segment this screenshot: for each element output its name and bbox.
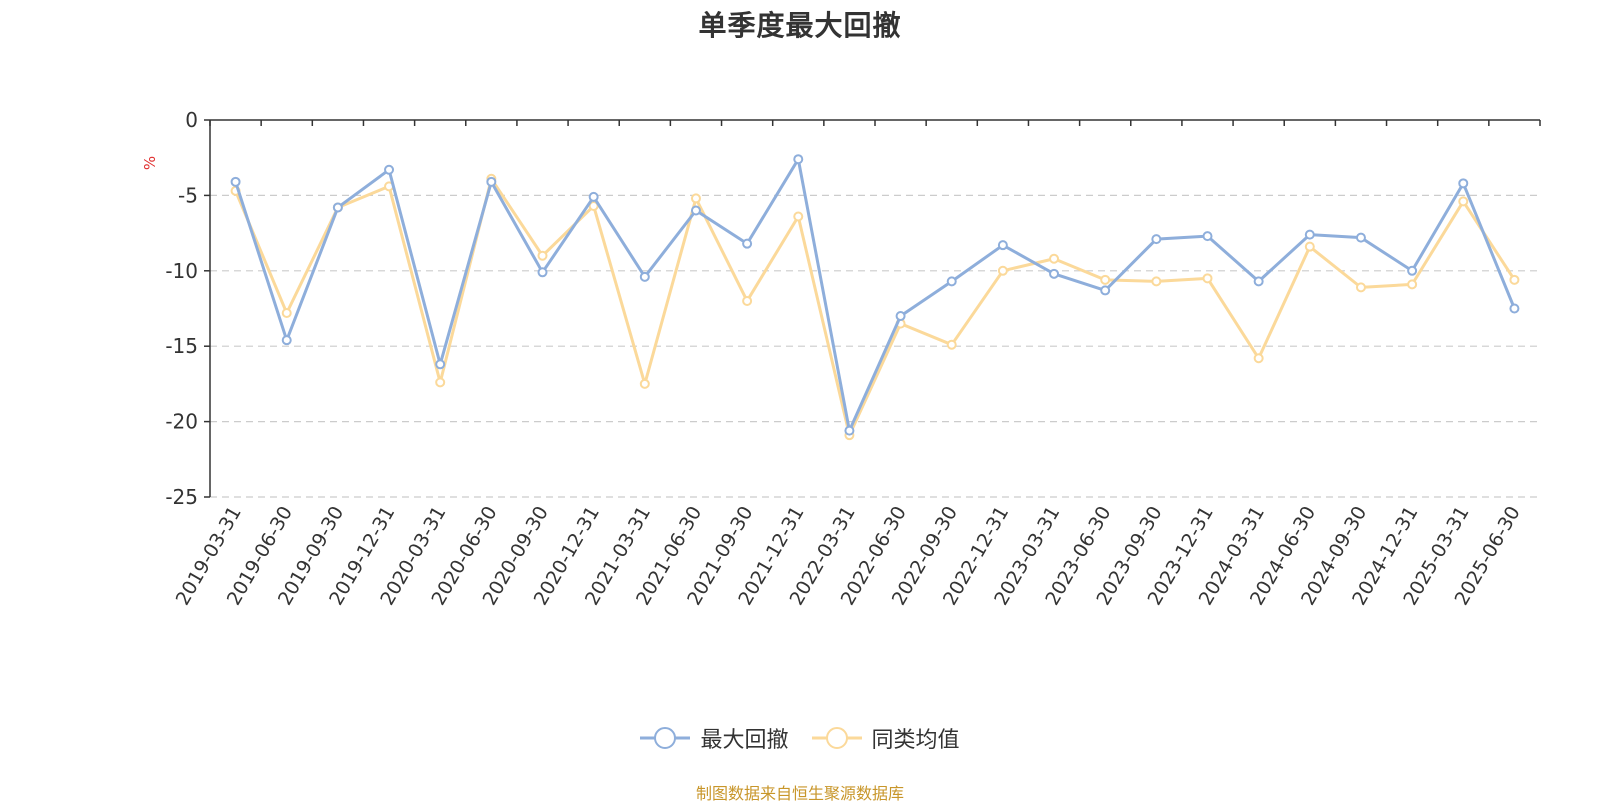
series-0-point-16 — [1049, 268, 1060, 279]
legend-item-series-1[interactable]: 同类均值 — [811, 722, 960, 754]
series-0-point-4 — [435, 359, 446, 370]
source-note: 制图数据来自恒生聚源数据库 — [695, 784, 904, 803]
series-1-point-24 — [1458, 196, 1469, 207]
series-0-point-24 — [1458, 178, 1469, 189]
series-1-point-23 — [1407, 279, 1418, 290]
series-1-point-14 — [946, 339, 957, 350]
series-0-point-23 — [1407, 265, 1418, 276]
series-1-point-16 — [1049, 253, 1060, 264]
series-0-point-22 — [1355, 232, 1366, 243]
series-0-point-11 — [793, 154, 804, 165]
series-0-point-1 — [281, 335, 292, 346]
series-0-point-7 — [588, 191, 599, 202]
series-0-point-17 — [1100, 285, 1111, 296]
series-0-point-5 — [486, 176, 497, 187]
series-1-point-15 — [997, 265, 1008, 276]
legend: 最大回撤 同类均值 — [0, 722, 1600, 758]
series-1-point-21 — [1304, 241, 1315, 252]
series-1-point-17 — [1100, 274, 1111, 285]
y-tick-label-5: -25 — [165, 485, 198, 509]
legend-label-series-0: 最大回撤 — [700, 728, 789, 753]
series-1-point-9 — [690, 193, 701, 204]
series-0-point-2 — [332, 202, 343, 213]
series-1-point-10 — [742, 295, 753, 306]
series-1-point-18 — [1151, 276, 1162, 287]
series-0-point-8 — [639, 271, 650, 282]
series-1-point-19 — [1202, 273, 1213, 284]
series-0-point-9 — [690, 205, 701, 216]
y-tick-label-4: -20 — [165, 410, 198, 434]
series-1-point-4 — [435, 377, 446, 388]
series-0-point-6 — [537, 267, 548, 278]
series-line-0 — [234, 157, 1516, 433]
series-1-point-8 — [639, 378, 650, 389]
series-0-point-20 — [1253, 276, 1264, 287]
y-tick-label-2: -10 — [165, 259, 198, 283]
series-1-point-7 — [588, 200, 599, 211]
y-tick-label-3: -15 — [165, 334, 198, 358]
legend-swatch-series-0 — [640, 727, 691, 749]
series-line-1 — [234, 177, 1516, 437]
y-axis-label: % — [141, 156, 159, 170]
series-0-point-19 — [1202, 231, 1213, 242]
series-1-point-1 — [281, 308, 292, 319]
legend-label-series-1: 同类均值 — [871, 728, 960, 753]
series-0-point-3 — [384, 164, 395, 175]
series-1-point-25 — [1509, 274, 1520, 285]
legend-item-series-0[interactable]: 最大回撤 — [640, 722, 789, 754]
y-tick-label-0: 0 — [185, 108, 198, 132]
series-1-point-6 — [537, 250, 548, 261]
series-0-point-21 — [1304, 229, 1315, 240]
series-0-point-10 — [742, 238, 753, 249]
y-tick-label-1: -5 — [178, 183, 198, 207]
legend-swatch-series-1 — [811, 727, 862, 749]
series-0-point-12 — [844, 425, 855, 436]
series-1-point-22 — [1355, 282, 1366, 293]
series-1-point-20 — [1253, 353, 1264, 364]
series-0-point-0 — [230, 176, 241, 187]
series-0-point-18 — [1151, 234, 1162, 245]
series-1-point-11 — [793, 211, 804, 222]
chart-title: 单季度最大回撤 — [698, 9, 902, 42]
series-0-point-25 — [1509, 303, 1520, 314]
series-0-point-13 — [895, 311, 906, 322]
series-0-point-14 — [946, 276, 957, 287]
series-0-point-15 — [997, 240, 1008, 251]
